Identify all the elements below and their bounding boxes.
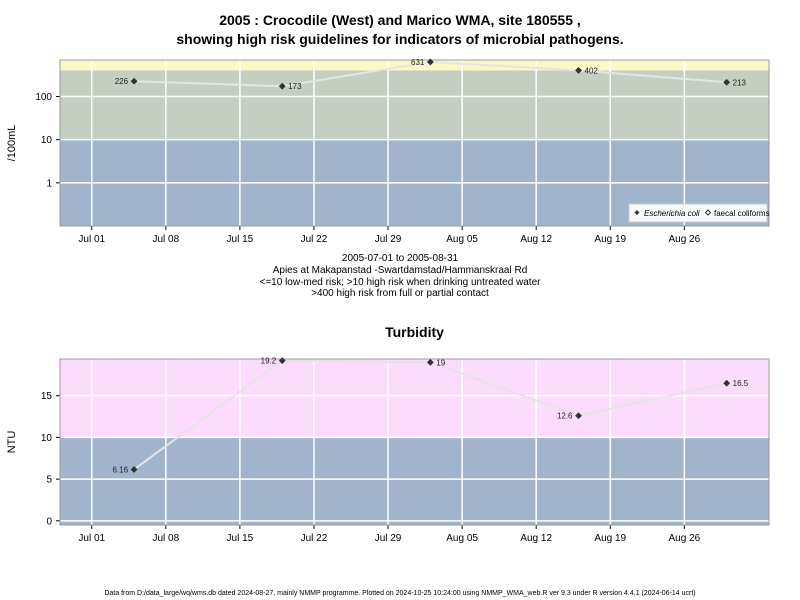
data-label: 226 — [115, 77, 129, 86]
risk-band-1 — [60, 359, 769, 438]
x-tick-label: Jul 01 — [78, 234, 105, 245]
chart-title-line1: 2005 : Crocodile (West) and Marico WMA, … — [219, 12, 581, 28]
plot-frame — [59, 358, 770, 526]
data-label: 16.5 — [733, 379, 749, 388]
chart-title-line2: showing high risk guidelines for indicat… — [176, 31, 624, 47]
footer-note: Data from D:/data_large/wq/wms.db dated … — [104, 590, 696, 597]
legend-entry: faecal coliforms — [714, 209, 770, 218]
legend-entry: Escherichia coli — [644, 209, 700, 218]
ecoli-chart: Jul 01 Jul 08 Jul 15 Jul 22 Jul 29 Aug 05 Aug … — [6, 58, 770, 245]
data-point — [723, 379, 731, 387]
x-tick-label: Jul 01 — [78, 533, 105, 544]
note-date-range: 2005-07-01 to 2005-08-31 — [341, 253, 459, 264]
x-tick-label: Aug 12 — [520, 533, 552, 544]
x-tick-label: Jul 15 — [227, 234, 254, 245]
turbidity-chart: Turbidity Jul 01 Jul 08 Jul 15 Jul 22 Jul 29 A… — [6, 324, 770, 544]
y-tick-label: 15 — [41, 391, 53, 402]
y-tick-label: 1 — [46, 178, 52, 189]
x-tick-label: Aug 26 — [668, 533, 700, 544]
data-label: 19 — [436, 358, 445, 367]
x-tick-label: Aug 12 — [520, 234, 552, 245]
note-risk-contact: >400 high risk from full or partial cont… — [311, 288, 489, 299]
data-point — [575, 412, 582, 420]
data-point — [723, 78, 731, 86]
note-risk-drinking: <=10 low-med risk; >10 high risk when dr… — [259, 277, 541, 288]
legend-marker-filled-diamond — [634, 210, 640, 215]
plot-frame — [59, 59, 770, 227]
data-label: 213 — [733, 78, 747, 87]
x-tick-label: Aug 05 — [446, 533, 478, 544]
y-tick-label: 100 — [35, 92, 52, 103]
data-label: 19.2 — [261, 357, 277, 366]
x-tick-label: Jul 15 — [227, 533, 254, 544]
data-point — [130, 466, 138, 473]
note-location: Apies at Makapanstad -Swartdamstad/Hamma… — [272, 265, 528, 276]
x-tick-label: Aug 19 — [594, 234, 626, 245]
x-tick-label: Jul 08 — [152, 533, 179, 544]
data-point — [426, 358, 434, 366]
y-tick-label: 10 — [41, 433, 53, 444]
data-label: 402 — [585, 66, 599, 75]
risk-band-0 — [60, 437, 769, 525]
x-tick-label: Aug 19 — [594, 533, 626, 544]
data-point — [278, 82, 286, 90]
y-axis-label: NTU — [6, 431, 18, 454]
legend-marker-open-diamond — [704, 209, 712, 216]
data-label: 173 — [288, 82, 302, 91]
data-label: 631 — [411, 58, 425, 67]
legend: Escherichia coli faecal coliforms — [628, 203, 770, 223]
x-tick-label: Jul 29 — [375, 234, 402, 245]
data-point — [278, 357, 286, 365]
x-tick-label: Aug 26 — [668, 234, 700, 245]
data-label: 12.6 — [557, 412, 573, 421]
x-tick-label: Jul 29 — [375, 533, 402, 544]
data-point — [426, 58, 434, 66]
data-label: 6.16 — [112, 465, 128, 474]
legend-box — [628, 203, 768, 223]
y-tick-label: 0 — [46, 516, 52, 527]
y-axis-label: /100mL — [6, 125, 18, 162]
x-tick-label: Aug 05 — [446, 234, 478, 245]
x-tick-label: Jul 22 — [301, 533, 328, 544]
y-tick-label: 10 — [41, 135, 53, 146]
panel-title: Turbidity — [385, 324, 444, 340]
x-tick-label: Jul 22 — [301, 234, 328, 245]
x-tick-label: Jul 08 — [152, 234, 179, 245]
data-point — [130, 77, 138, 85]
y-tick-label: 5 — [46, 475, 52, 486]
